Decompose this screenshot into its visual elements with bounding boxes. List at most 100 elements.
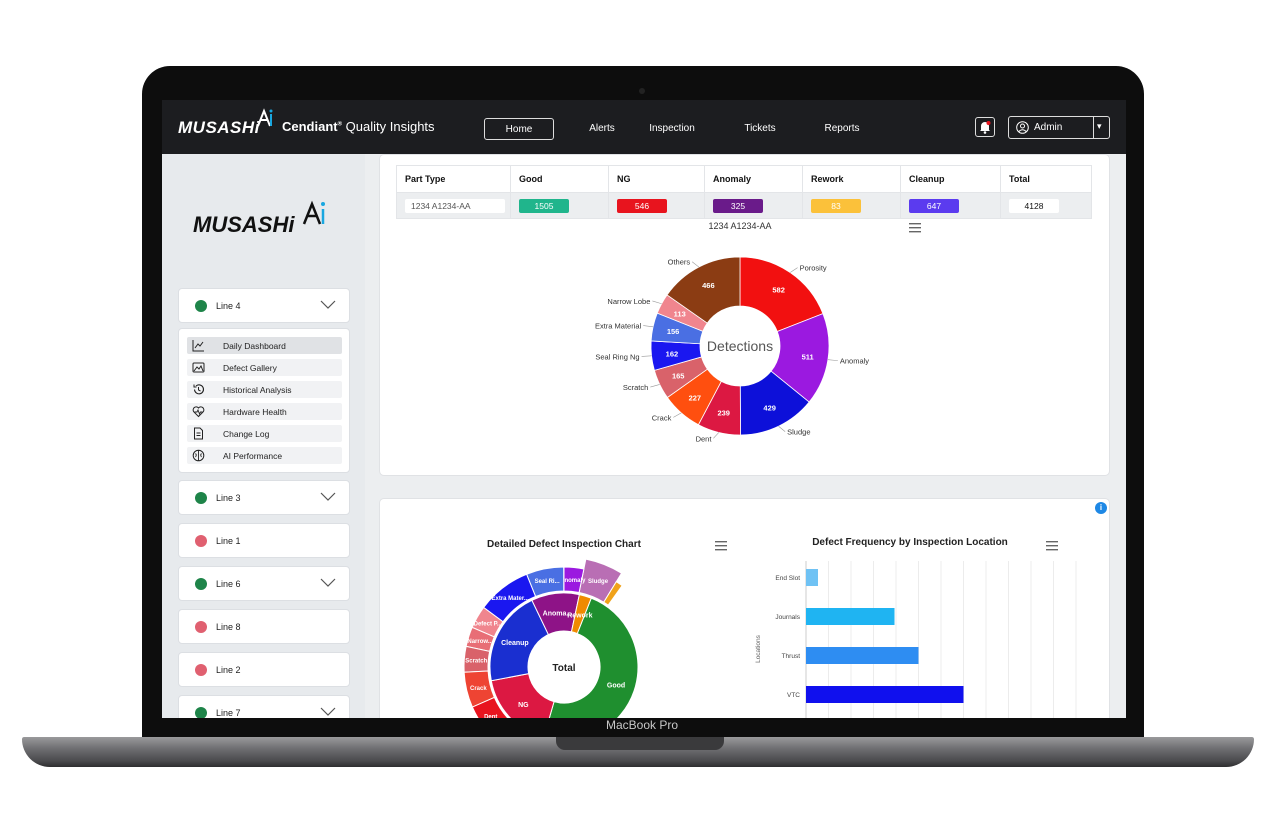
app-suffix: Quality Insights: [345, 119, 435, 134]
sunburst-inner-label: NG: [518, 702, 529, 709]
detailed-defect-sunburst-chart: Detailed Defect Inspection Chart Good NG Cl…: [463, 539, 727, 718]
slice-connector: [778, 425, 786, 432]
sunburst-outer-segment: [465, 626, 495, 652]
slice-label: Porosity: [800, 264, 827, 273]
notifications-button[interactable]: [975, 117, 995, 137]
nav-reports[interactable]: Reports: [824, 123, 860, 134]
slice-value: 466: [702, 281, 715, 290]
detections-donut-chart: 1234 A1234-AA 582 Porosity 511 Anomaly 429 Slu…: [595, 221, 921, 443]
main-content: Part Type Good NG Anomaly Rework Cleanup…: [365, 154, 1126, 718]
column-header: Total: [1000, 165, 1092, 193]
status-dot: [195, 664, 207, 676]
line-label: Line 7: [216, 708, 241, 718]
menu-icon-bar: [1046, 545, 1058, 547]
slice-value: 162: [666, 350, 679, 359]
slice-value: 511: [802, 353, 814, 362]
menu-icon-bar: [909, 231, 921, 233]
slice-value: 239: [717, 409, 730, 418]
anomaly-cell: 325: [704, 192, 803, 219]
part-cell: 1234 A1234-AA: [396, 192, 511, 219]
nav-tickets[interactable]: Tickets: [744, 123, 776, 134]
sidebar-line-3[interactable]: Line 3: [178, 480, 350, 515]
app-name: Cendiant® Quality Insights: [282, 119, 435, 134]
menu-icon[interactable]: [909, 223, 921, 233]
category-label: VTC: [787, 692, 800, 699]
menu-icon[interactable]: [1046, 541, 1058, 551]
line-label: Line 2: [216, 665, 241, 675]
slice-label: Seal Ring Ng: [595, 352, 639, 361]
sunburst-outer-segment: [463, 645, 491, 673]
center-label: Total: [552, 663, 575, 674]
line-label: Line 1: [216, 536, 241, 546]
submenu-ai-performance[interactable]: AI Performance: [187, 447, 342, 464]
anomaly-badge: 325: [713, 198, 763, 213]
submenu-daily-dashboard[interactable]: Daily Dashboard: [187, 337, 342, 354]
status-dot: [195, 707, 207, 718]
submenu-hardware-health[interactable]: Hardware Health: [187, 403, 342, 420]
sidebar-line-1[interactable]: Line 1: [178, 523, 350, 558]
menu-icon-bar: [715, 541, 727, 543]
submenu-label: Historical Analysis: [223, 385, 292, 395]
slice-value: 429: [763, 404, 776, 413]
status-dot: [195, 621, 207, 633]
info-icon[interactable]: i: [1095, 502, 1107, 514]
good-cell: 1505: [510, 192, 609, 219]
part-type: 1234 A1234-AA: [405, 198, 505, 213]
line-label: Line 3: [216, 493, 241, 503]
brain-icon: [192, 449, 205, 462]
line-4-submenu: Daily Dashboard Defect Gallery Historica…: [178, 328, 350, 473]
slice-label: Dent: [696, 434, 713, 443]
chevron-down-icon[interactable]: [320, 298, 336, 310]
slice-label: Others: [668, 258, 691, 267]
rework-badge: 83: [811, 198, 861, 213]
donut-slice: [666, 256, 741, 324]
summary-table: Part Type Good NG Anomaly Rework Cleanup…: [396, 165, 1092, 219]
sidebar-line-7[interactable]: Line 7: [178, 695, 350, 718]
sunburst-outer-segment: [525, 566, 565, 598]
sunburst-outer-segment: [603, 581, 623, 606]
menu-icon-bar: [1046, 549, 1058, 551]
caret-down-icon[interactable]: ▾: [1097, 121, 1102, 131]
slice-value: 227: [689, 393, 702, 402]
sidebar-line-8[interactable]: Line 8: [178, 609, 350, 644]
sunburst-outer-segment: [482, 573, 537, 623]
chevron-down-icon[interactable]: [320, 576, 336, 588]
line-chart-icon: [192, 340, 204, 352]
slice-label: Extra Material: [595, 322, 642, 331]
total-cell: 4128: [1000, 192, 1092, 219]
table-row[interactable]: 1234 A1234-AA 1505 546 325 83 647 4128: [396, 192, 1092, 219]
header-logo[interactable]: MUSASHi: [178, 118, 260, 137]
sunburst-inner-label: Good: [607, 683, 625, 690]
nav-alerts[interactable]: Alerts: [589, 123, 615, 134]
menu-icon-bar: [1046, 541, 1058, 543]
slice-label: Anomaly: [840, 357, 869, 366]
nav-inspection[interactable]: Inspection: [649, 123, 695, 134]
submenu-historical-analysis[interactable]: Historical Analysis: [187, 381, 342, 398]
slice-label: Crack: [652, 413, 672, 422]
menu-icon-bar: [715, 549, 727, 551]
sunburst-inner-label: Anoma...: [543, 610, 573, 617]
registered-mark: ®: [337, 121, 343, 128]
ng-cell: 546: [608, 192, 705, 219]
menu-icon[interactable]: [715, 541, 727, 551]
submenu-change-log[interactable]: Change Log: [187, 425, 342, 442]
sunburst-outer-segment: [463, 670, 496, 708]
submenu-label: Defect Gallery: [223, 363, 277, 373]
sidebar-line-6[interactable]: Line 6: [178, 566, 350, 601]
user-menu[interactable]: Admin ▾: [1008, 116, 1110, 139]
sunburst-outer-label: Narrow...: [467, 639, 493, 645]
slice-label: Narrow Lobe: [607, 297, 650, 306]
ng-badge: 546: [617, 198, 667, 213]
chevron-down-icon[interactable]: [320, 490, 336, 502]
sidebar-line-2[interactable]: Line 2: [178, 652, 350, 687]
slice-connector: [652, 300, 662, 305]
sidebar-line-4[interactable]: Line 4: [178, 288, 350, 323]
chevron-down-icon[interactable]: [320, 705, 336, 717]
nav-home[interactable]: Home: [484, 118, 554, 140]
submenu-defect-gallery[interactable]: Defect Gallery: [187, 359, 342, 376]
chart-title: 1234 A1234-AA: [708, 221, 771, 231]
column-header: NG: [608, 165, 705, 193]
ai-logo-icon: [302, 200, 325, 225]
slice-value: 165: [672, 372, 685, 381]
sidebar-logo: MUSASHi: [193, 212, 295, 237]
